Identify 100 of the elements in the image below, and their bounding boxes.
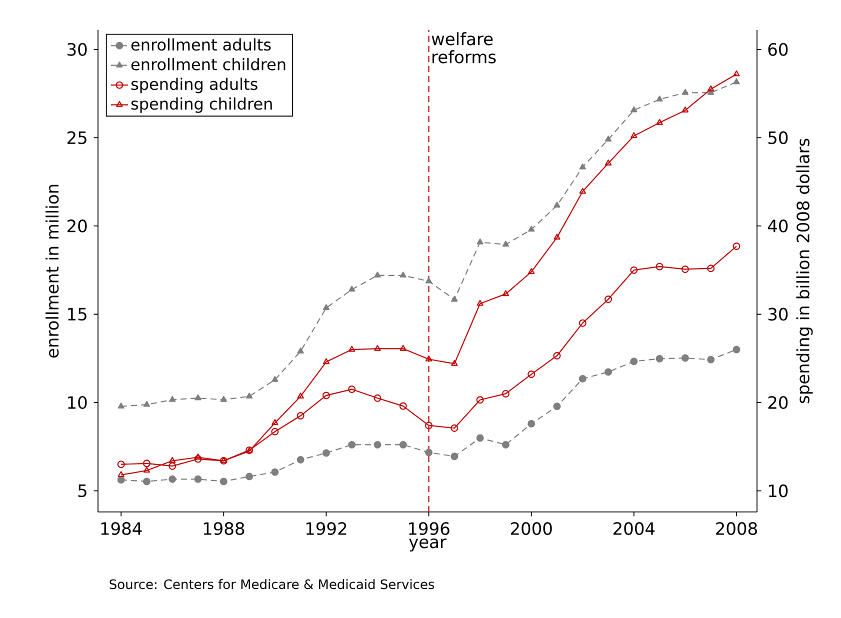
x-tick-label: 2000 [510,522,552,535]
point [579,163,586,170]
point [732,242,740,250]
point [348,346,356,352]
point [733,70,740,76]
point [194,394,202,400]
point [681,265,689,273]
point [322,304,330,310]
point [450,452,458,460]
point [502,240,510,247]
y-tick-label: 15 [68,308,86,321]
point [476,300,484,306]
point [553,352,561,360]
point [630,358,638,366]
point [374,394,382,402]
y-tick-label: 10 [68,396,87,409]
y2-tick-label: 40 [768,220,788,232]
point [630,106,638,112]
point [348,286,356,292]
point [425,277,432,284]
point [271,468,279,476]
y-axis-title: enrollment in million [46,184,59,358]
point [604,136,612,142]
point [554,202,560,208]
point [194,475,202,483]
point [604,160,612,166]
x-tick-label: 1984 [101,522,142,535]
point [476,434,484,442]
point [502,390,510,398]
point [604,295,612,303]
point [297,348,304,354]
point [168,475,176,483]
point [296,456,304,464]
y-tick-label: 5 [78,484,86,498]
x-tick-label: 1996 [409,522,450,535]
point [578,374,586,382]
point [169,396,176,402]
point [656,96,663,102]
point [117,460,125,468]
legend-label: spending adults [131,78,258,94]
ref-line-label: welfare reforms [432,32,496,64]
point [450,424,458,432]
point [374,272,381,278]
point [476,238,484,244]
x-tick-label: 1988 [204,522,244,535]
point [374,344,381,351]
y2-tick-label: 30 [768,308,788,321]
x-tick-label: 1992 [306,522,346,535]
legend-label: spending children [131,97,272,113]
x-tick-label: 2004 [614,522,655,535]
point [630,266,638,274]
point [400,272,406,278]
point [271,428,279,436]
point [246,472,254,480]
point [425,422,433,430]
source-note: Source: Centers for Medicare & Medicaid Services [110,579,434,590]
point [143,400,150,407]
point [425,448,433,456]
point [682,88,689,95]
point [707,356,715,364]
point [733,78,740,84]
y2-tick-label: 50 [768,131,788,144]
point [297,392,304,398]
point [578,319,586,327]
point [400,344,406,351]
point [142,478,150,486]
point [579,188,586,194]
point [272,376,278,382]
point [142,460,150,468]
point [451,360,458,366]
point [399,402,407,410]
y2-axis-title: spending in billion 2008 dollars [796,138,813,404]
point [194,455,202,463]
point [528,370,536,378]
point [220,457,227,463]
point [656,118,663,125]
x-axis-title: year [409,538,446,552]
point [322,358,330,364]
point [246,392,253,398]
point [553,402,561,410]
point [656,262,664,270]
y2-tick-label: 60 [768,42,788,56]
y2-tick-label: 10 [768,484,788,498]
point [476,396,484,404]
legend-label: enrollment adults [131,38,271,51]
legend-label: enrollment children [131,58,286,70]
point [169,457,176,463]
point [118,471,124,478]
point [374,440,382,448]
y-tick-label: 25 [67,131,86,144]
y-tick-label: 30 [68,42,87,56]
point [117,476,125,484]
point [630,132,638,138]
point [220,478,228,486]
point [220,396,227,402]
point [707,264,715,272]
point [425,356,432,362]
point [528,420,536,428]
point [528,268,535,274]
y2-tick-label: 20 [768,396,788,409]
